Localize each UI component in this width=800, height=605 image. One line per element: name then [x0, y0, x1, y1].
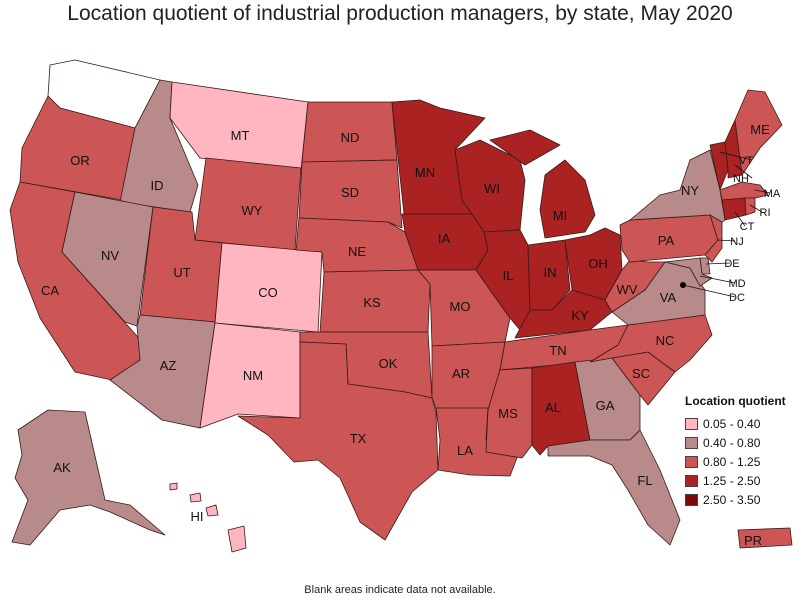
state-sd[interactable] — [298, 159, 403, 229]
label-ri: RI — [760, 207, 771, 219]
label-nc: NC — [656, 333, 675, 348]
label-nh: NH — [733, 173, 749, 185]
label-hi: HI — [191, 509, 204, 524]
label-dc: DC — [729, 292, 745, 304]
label-sc: SC — [632, 366, 650, 381]
label-pa: PA — [658, 233, 675, 248]
label-wv: WV — [617, 282, 638, 297]
state-nm[interactable] — [199, 322, 301, 429]
label-ny: NY — [681, 183, 699, 198]
legend-item-4: 2.50 - 3.50 — [685, 492, 797, 508]
label-tx: TX — [350, 431, 367, 446]
label-de: DE — [724, 258, 739, 270]
legend-item-3: 1.25 - 2.50 — [685, 473, 797, 489]
state-ak[interactable] — [11, 409, 166, 546]
label-al: AL — [545, 400, 561, 415]
label-in: IN — [544, 265, 557, 280]
label-wy: WY — [242, 203, 263, 218]
label-mt: MT — [231, 128, 250, 143]
legend-item-2: 0.80 - 1.25 — [685, 454, 797, 470]
footnote: Blank areas indicate data not available. — [304, 584, 496, 596]
state-nh[interactable] — [724, 119, 743, 179]
label-la: LA — [457, 443, 473, 458]
state-mi[interactable] — [489, 129, 596, 239]
legend-label-1: 0.40 - 0.80 — [703, 436, 761, 450]
label-va: VA — [660, 290, 677, 305]
legend-swatch-2 — [685, 456, 698, 468]
label-nj: NJ — [730, 236, 743, 248]
label-fl: FL — [637, 473, 652, 488]
label-tn: TN — [549, 343, 566, 358]
label-id: ID — [151, 178, 164, 193]
legend-item-1: 0.40 - 0.80 — [685, 435, 797, 451]
legend-title: Location quotient — [685, 394, 786, 408]
state-nv[interactable] — [61, 191, 154, 327]
label-ar: AR — [452, 366, 470, 381]
legend-swatch-0 — [685, 418, 698, 430]
label-co: CO — [258, 285, 278, 300]
label-nd: ND — [341, 130, 360, 145]
label-ca: CA — [41, 283, 59, 298]
label-nv: NV — [101, 248, 119, 263]
label-sd: SD — [341, 185, 359, 200]
legend: Location quotient 0.05 - 0.40 0.40 - 0.8… — [685, 394, 797, 511]
label-az: AZ — [160, 358, 177, 373]
label-nm: NM — [243, 368, 263, 383]
label-md: MD — [728, 278, 745, 290]
state-nc[interactable] — [589, 314, 713, 373]
label-mn: MN — [415, 165, 435, 180]
legend-label-0: 0.05 - 0.40 — [703, 417, 761, 431]
label-ms: MS — [498, 406, 518, 421]
label-me: ME — [750, 122, 770, 137]
state-in[interactable] — [527, 239, 571, 311]
state-ks[interactable] — [319, 269, 431, 333]
label-ky: KY — [571, 308, 589, 323]
legend-swatch-4 — [685, 494, 698, 506]
label-wi: WI — [484, 181, 500, 196]
state-ct[interactable] — [721, 197, 747, 221]
label-ga: GA — [596, 398, 615, 413]
label-ok: OK — [379, 356, 398, 371]
label-ia: IA — [438, 231, 451, 246]
state-pr[interactable] — [737, 527, 793, 549]
label-ma: MA — [764, 188, 781, 200]
state-il[interactable] — [475, 229, 531, 331]
label-mo: MO — [450, 299, 471, 314]
label-ks: KS — [363, 295, 381, 310]
label-mi: MI — [553, 208, 567, 223]
map-title: Location quotient of industrial producti… — [67, 2, 733, 25]
label-vt: VT — [739, 155, 753, 167]
label-or: OR — [70, 153, 90, 168]
state-hi[interactable] — [169, 482, 247, 553]
legend-item-0: 0.05 - 0.40 — [685, 416, 797, 432]
state-fl[interactable] — [547, 429, 681, 546]
dc-marker — [680, 282, 686, 288]
state-mt[interactable] — [169, 81, 309, 171]
state-tx[interactable] — [237, 341, 439, 541]
ne-callouts — [682, 151, 771, 298]
state-ri[interactable] — [744, 197, 756, 216]
label-ct: CT — [740, 221, 755, 233]
label-ak: AK — [53, 460, 71, 475]
state-me[interactable] — [734, 89, 783, 176]
label-il: IL — [503, 268, 514, 283]
legend-label-2: 0.80 - 1.25 — [703, 455, 761, 469]
legend-swatch-3 — [685, 475, 698, 487]
label-pr: PR — [744, 533, 762, 548]
label-ut: UT — [173, 265, 190, 280]
label-ne: NE — [348, 244, 366, 259]
label-oh: OH — [588, 256, 608, 271]
legend-label-3: 1.25 - 2.50 — [703, 474, 761, 488]
legend-label-4: 2.50 - 3.50 — [703, 493, 761, 507]
legend-swatch-1 — [685, 437, 698, 449]
